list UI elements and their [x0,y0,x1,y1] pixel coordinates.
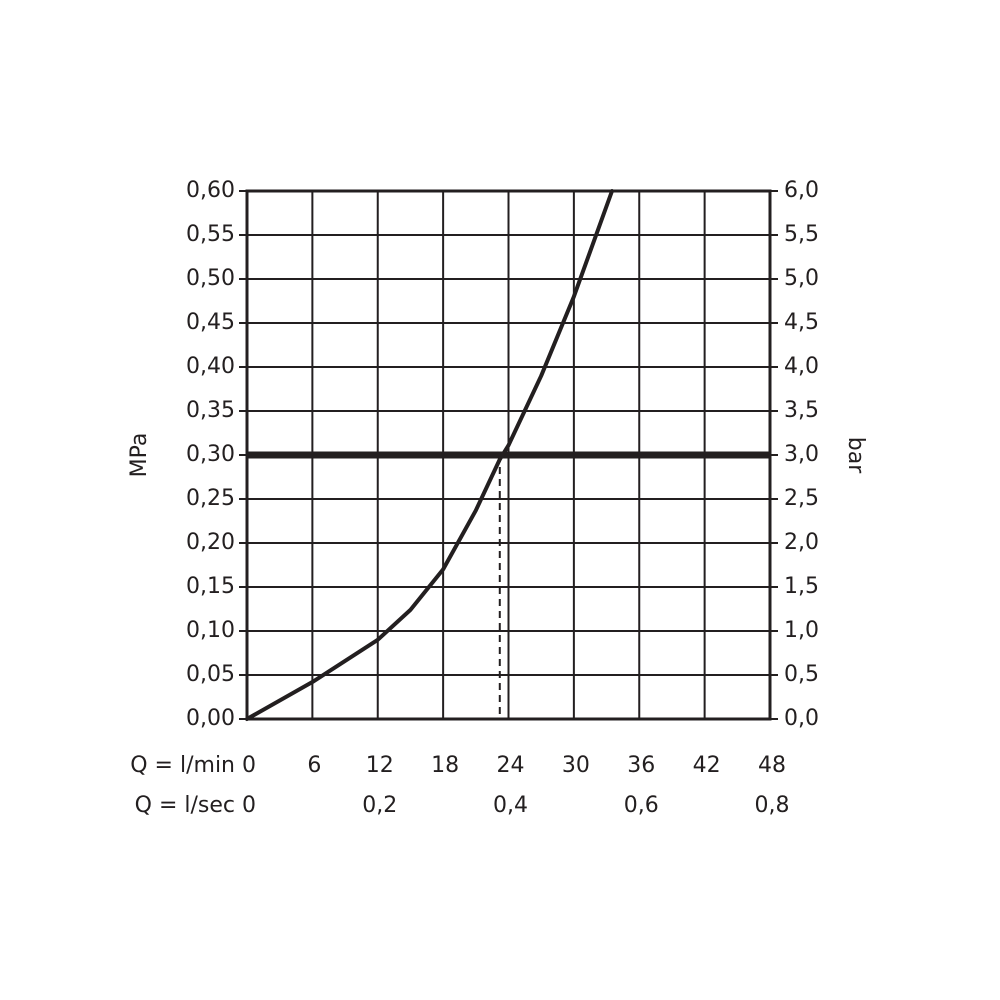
y-tick-label: 0,20 [186,530,235,555]
x-tick-label: 24 [497,753,525,778]
y2-tick-label: 0,0 [784,706,819,731]
y2-tick-label: 1,5 [784,574,819,599]
y-tick-label: 0,60 [186,178,235,203]
x2-tick-label: 0 [242,793,256,818]
y-tick-label: 0,50 [186,266,235,291]
y-tick-label: 0,55 [186,222,235,247]
x2-tick-label: 0,8 [755,793,790,818]
y-tick-label: 0,45 [186,310,235,335]
x2-tick-label: 0,4 [493,793,528,818]
x-tick-label: 0 [242,753,256,778]
x-tick-label: 30 [562,753,590,778]
y-axis-label: MPa [127,433,152,478]
x2-axis-label: Q = l/sec [135,793,235,818]
y2-tick-label: 5,0 [784,266,819,291]
y2-tick-label: 4,0 [784,354,819,379]
y2-axis-label: bar [843,437,868,474]
y2-tick-label: 2,5 [784,486,819,511]
x-tick-label: 42 [693,753,721,778]
y2-tick-label: 3,0 [784,442,819,467]
y2-tick-label: 1,0 [784,618,819,643]
x-tick-label: 36 [627,753,655,778]
x2-tick-label: 0,2 [362,793,397,818]
y2-tick-label: 6,0 [784,178,819,203]
y-tick-label: 0,25 [186,486,235,511]
y2-tick-label: 0,5 [784,662,819,687]
y2-tick-label: 4,5 [784,310,819,335]
x2-tick-label: 0,6 [624,793,659,818]
y-tick-label: 0,15 [186,574,235,599]
y-tick-label: 0,05 [186,662,235,687]
y-tick-label: 0,00 [186,706,235,731]
y2-tick-label: 3,5 [784,398,819,423]
x-tick-label: 48 [758,753,786,778]
curve [245,189,615,721]
x-tick-label: 6 [307,753,321,778]
x-axis-label: Q = l/min [130,753,235,778]
y2-tick-label: 2,0 [784,530,819,555]
y-tick-label: 0,40 [186,354,235,379]
y-tick-label: 0,10 [186,618,235,643]
x-tick-label: 18 [431,753,459,778]
y-tick-label: 0,30 [186,442,235,467]
x-tick-label: 12 [366,753,394,778]
y-tick-label: 0,35 [186,398,235,423]
y2-tick-label: 5,5 [784,222,819,247]
